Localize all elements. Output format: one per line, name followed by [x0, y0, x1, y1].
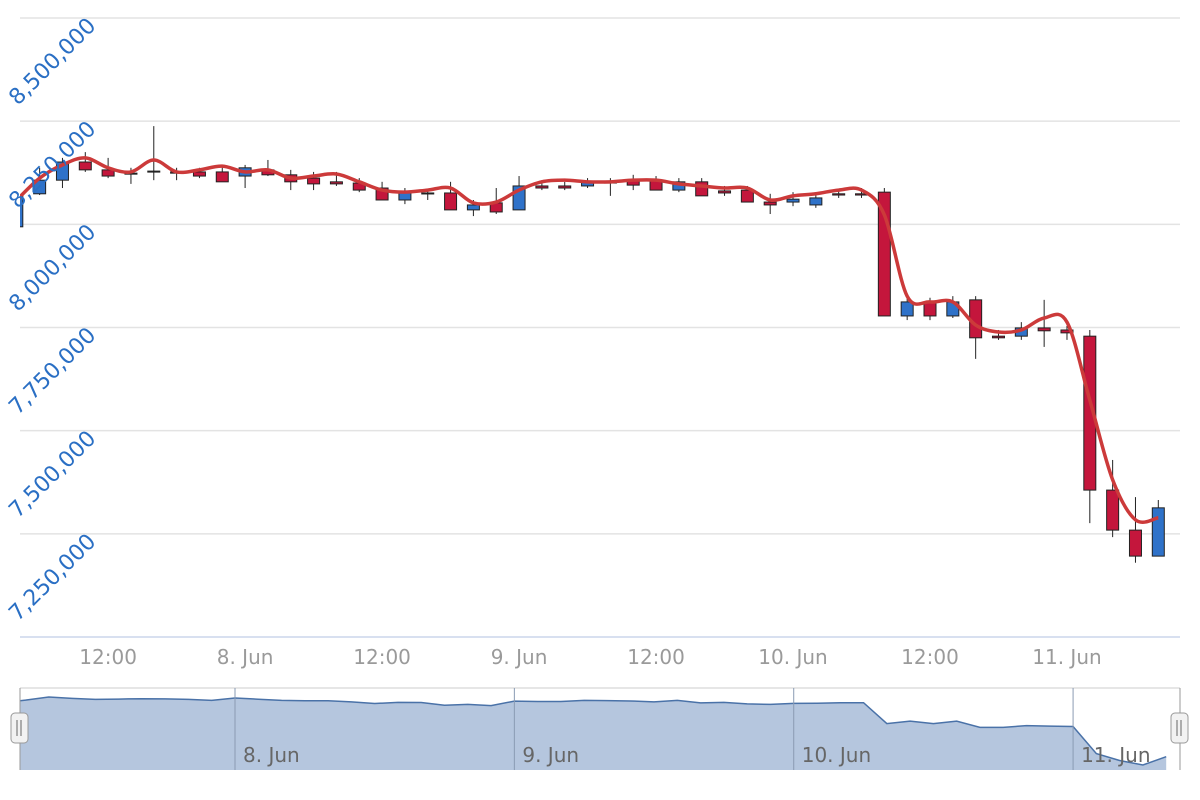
candle-body [466, 204, 480, 211]
candle-body [375, 187, 389, 201]
x-tick-label: 12:00 [79, 645, 137, 669]
candle-body [535, 185, 549, 189]
overlay-line [20, 156, 1159, 524]
x-tick-label: 12:00 [627, 645, 685, 669]
candle-body [718, 190, 732, 194]
candle-body [307, 177, 321, 185]
candle-body [786, 198, 800, 203]
candle-body [1106, 489, 1120, 531]
navigator-handle[interactable] [1170, 712, 1189, 744]
navigator: 8. Jun 9. Jun 10. Jun 11. Jun [20, 688, 1167, 770]
candle-body [991, 335, 1005, 339]
candle-body [740, 189, 754, 203]
candle-body [1060, 329, 1074, 334]
candle-body [20, 194, 24, 228]
x-tick-label: 11. Jun [1032, 645, 1101, 669]
candle-body [147, 170, 161, 173]
candle-body [832, 193, 846, 196]
candle-body [421, 192, 435, 195]
x-axis-labels: 12:00 8. Jun 12:00 9. Jun 12:00 10. Jun 12:00 1… [79, 645, 1101, 669]
x-tick-label: 9. Jun [491, 645, 548, 669]
candle-body [398, 192, 412, 201]
navigator-line [20, 696, 1167, 766]
x-tick-label: 8. Jun [217, 645, 274, 669]
candle-body [1151, 507, 1165, 557]
candle-body [215, 171, 229, 183]
y-tick-label: 7,250,000 [4, 529, 101, 626]
candle-body [444, 192, 458, 211]
candle-body [558, 185, 572, 189]
x-tick-label: 10. Jun [758, 645, 827, 669]
navigator-label: 11. Jun [1081, 743, 1150, 767]
candle-body [1037, 327, 1051, 332]
grid [20, 17, 1180, 535]
candle-body [900, 301, 914, 317]
x-tick-label: 12:00 [901, 645, 959, 669]
candle-body [1128, 529, 1142, 557]
navigator-label: 8. Jun [243, 743, 300, 767]
plot-area [20, 126, 1165, 563]
y-tick-label: 8,500,000 [4, 14, 101, 111]
y-tick-label: 8,000,000 [4, 220, 101, 317]
candle-body [192, 171, 206, 177]
y-tick-label: 7,750,000 [4, 323, 101, 420]
candle-body [101, 169, 115, 177]
candle-body [1083, 335, 1097, 491]
y-tick-label: 7,500,000 [4, 426, 101, 523]
candle-body [329, 181, 343, 185]
candle-body [763, 201, 777, 206]
x-tick-label: 12:00 [353, 645, 411, 669]
navigator-handle[interactable] [10, 712, 29, 744]
candle-body [78, 161, 92, 171]
candle-body [809, 197, 823, 206]
navigator-label: 10. Jun [802, 743, 871, 767]
navigator-area [20, 697, 1167, 770]
navigator-label: 9. Jun [522, 743, 579, 767]
